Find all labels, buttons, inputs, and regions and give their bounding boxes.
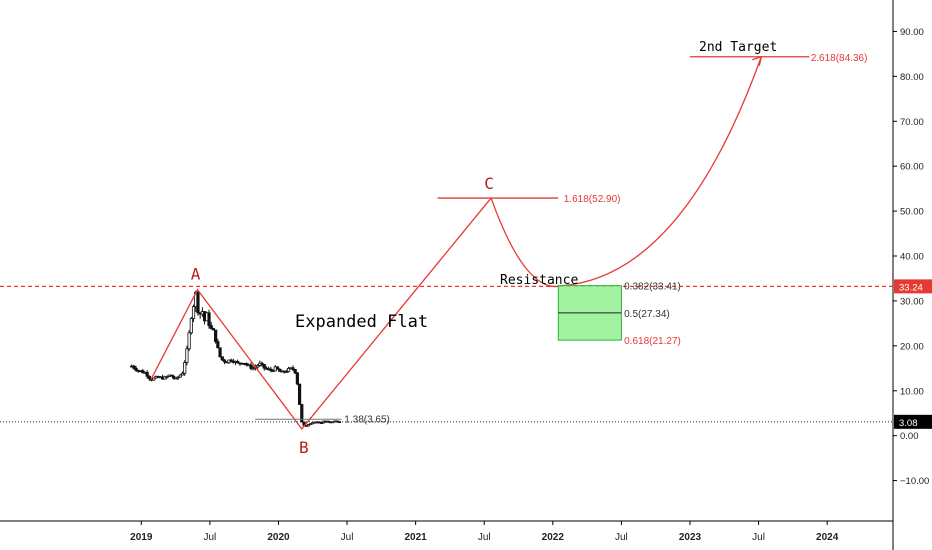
price-axis[interactable]: 90.00 80.00 70.00 60.00 50.00 40.00 30.00 20.00…: [893, 27, 932, 487]
candle-body: [275, 366, 280, 370]
target-label: 2nd Target: [699, 40, 777, 55]
pattern-label: Expanded Flat: [295, 312, 428, 332]
candle-body: [180, 372, 185, 376]
candle-body: [222, 359, 227, 363]
candle-body: [196, 291, 200, 314]
fib-2618-label: 2.618(84.36): [811, 53, 868, 64]
candle-body: [163, 376, 167, 380]
time-tick-label: 2023: [679, 532, 702, 543]
candle-body: [207, 312, 211, 326]
resistance-price-badge: [894, 279, 932, 294]
price-tick-label: 20.00: [900, 341, 924, 352]
price-tick-label: 70.00: [900, 117, 924, 128]
candle-body: [309, 423, 313, 426]
candle-body: [260, 362, 264, 365]
candle-body: [176, 376, 180, 379]
candle-body: [178, 374, 182, 378]
price-tick-label: 80.00: [900, 72, 924, 83]
candle-body: [284, 371, 288, 373]
candle-body: [293, 369, 297, 374]
candle-body: [269, 368, 273, 371]
candle-body: [132, 365, 136, 369]
candle-body: [306, 424, 311, 427]
time-axis[interactable]: 2019 Jul 2020 Jul 2021 Jul 2022 Jul 2023 Jul 2024: [130, 521, 839, 543]
target-arrowhead: [752, 55, 763, 66]
candle-body: [141, 370, 145, 374]
price-tick-label: 0.00: [900, 431, 919, 442]
candle-body: [152, 377, 156, 381]
annotation-text-layer: A B C Expanded Flat Resistance 2nd Target 1.61…: [191, 40, 868, 457]
wave-path: [150, 197, 492, 430]
price-tick-label: −10.00: [900, 476, 929, 487]
projection-curve: [490, 56, 762, 288]
fib-138-label: 1.38(3.65): [344, 414, 390, 425]
candle-body: [218, 347, 222, 358]
price-tick-label: 50.00: [900, 207, 924, 218]
wave-label-b: B: [299, 438, 309, 457]
candle-body: [165, 376, 169, 378]
candle-body: [278, 368, 282, 372]
time-tick-label: 2019: [130, 532, 153, 543]
time-tick-label: Jul: [341, 532, 354, 543]
candle-body: [220, 356, 224, 361]
time-tick-label: Jul: [203, 532, 216, 543]
candle-body: [251, 367, 255, 370]
candle-body: [286, 368, 291, 372]
time-tick-label: Jul: [752, 532, 765, 543]
candle-body: [256, 365, 260, 368]
candle-body: [185, 348, 189, 363]
candle-body: [236, 361, 240, 364]
time-tick-label: 2021: [405, 532, 428, 543]
time-tick-label: 2022: [542, 532, 565, 543]
last-price-badge: [894, 414, 932, 429]
time-tick-label: Jul: [478, 532, 491, 543]
wave-label-a: A: [191, 265, 201, 284]
last-price-badge-text: 3.08: [899, 418, 918, 429]
time-tick-label: 2020: [267, 532, 290, 543]
candle-body: [297, 383, 302, 405]
candle-body: [172, 375, 176, 379]
price-tick-label: 30.00: [900, 296, 924, 307]
candle-body: [216, 341, 220, 349]
candle-body: [229, 359, 233, 362]
candle-body: [262, 363, 266, 369]
candle-body: [300, 404, 304, 423]
candle-body: [211, 328, 216, 331]
price-tick-label: 10.00: [900, 386, 924, 397]
candle-body: [295, 372, 299, 385]
candle-body: [145, 372, 149, 377]
price-tick-label: 40.00: [900, 252, 924, 263]
resistance-label: Resistance: [500, 273, 578, 288]
fib-1618-label: 1.618(52.90): [564, 194, 621, 205]
fib-0382-label: 0.382(33.41): [624, 282, 681, 293]
price-tick-label: 90.00: [900, 27, 924, 38]
candle-body: [191, 306, 196, 319]
wave-label-c: C: [484, 174, 494, 193]
resistance-price-badge-text: 33.24: [899, 282, 923, 293]
annotation-layer: [0, 55, 893, 430]
candle-body: [249, 364, 253, 369]
candle-body: [147, 375, 151, 380]
time-tick-label: Jul: [615, 532, 628, 543]
price-tick-label: 60.00: [900, 162, 924, 173]
fib-0618-label: 0.618(21.27): [624, 336, 681, 347]
candle-body: [169, 374, 174, 377]
candle-body: [214, 329, 218, 342]
time-tick-label: 2024: [816, 532, 839, 543]
candle-body: [291, 367, 295, 370]
fib-05-label: 0.5(27.34): [624, 309, 670, 320]
candle-body: [187, 332, 191, 350]
candle-body: [134, 367, 138, 371]
candle-body: [244, 363, 249, 366]
candle-body: [189, 318, 193, 334]
candle-body: [209, 325, 213, 329]
candle-body: [183, 362, 187, 374]
